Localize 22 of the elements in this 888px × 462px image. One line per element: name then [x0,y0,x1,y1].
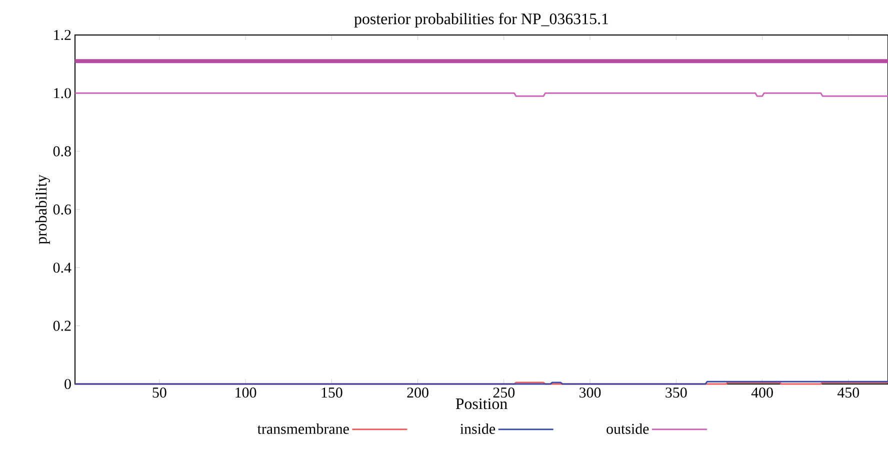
y-tick-label: 1.2 [54,30,71,40]
y-tick-label: 0.6 [53,204,72,215]
y-tick-label: 0.8 [53,146,71,156]
x-tick-label: 300 [580,388,601,398]
x-axis-title: Position [456,398,508,410]
legend-label: outside [606,423,649,434]
x-tick-label: 350 [666,388,687,398]
x-tick-label: 150 [322,388,342,398]
x-tick-label: 50 [152,388,166,398]
y-tick-label: 1.0 [54,88,71,98]
x-tick-label: 100 [236,388,256,398]
legend-label: inside [460,423,496,434]
x-tick-label: 400 [751,388,773,398]
chart-title: posterior probabilities for NP_036315.1 [354,12,608,28]
y-tick-label: 0.2 [53,320,71,331]
x-tick-label: 250 [493,388,515,398]
legend-label: transmembrane [257,423,349,434]
x-tick-label: 450 [837,388,860,398]
y-tick-label: 0 [64,378,71,390]
x-tick-label: 200 [407,388,428,398]
y-axis-title: probability [35,174,50,244]
y-tick-label: 0.4 [53,262,72,273]
